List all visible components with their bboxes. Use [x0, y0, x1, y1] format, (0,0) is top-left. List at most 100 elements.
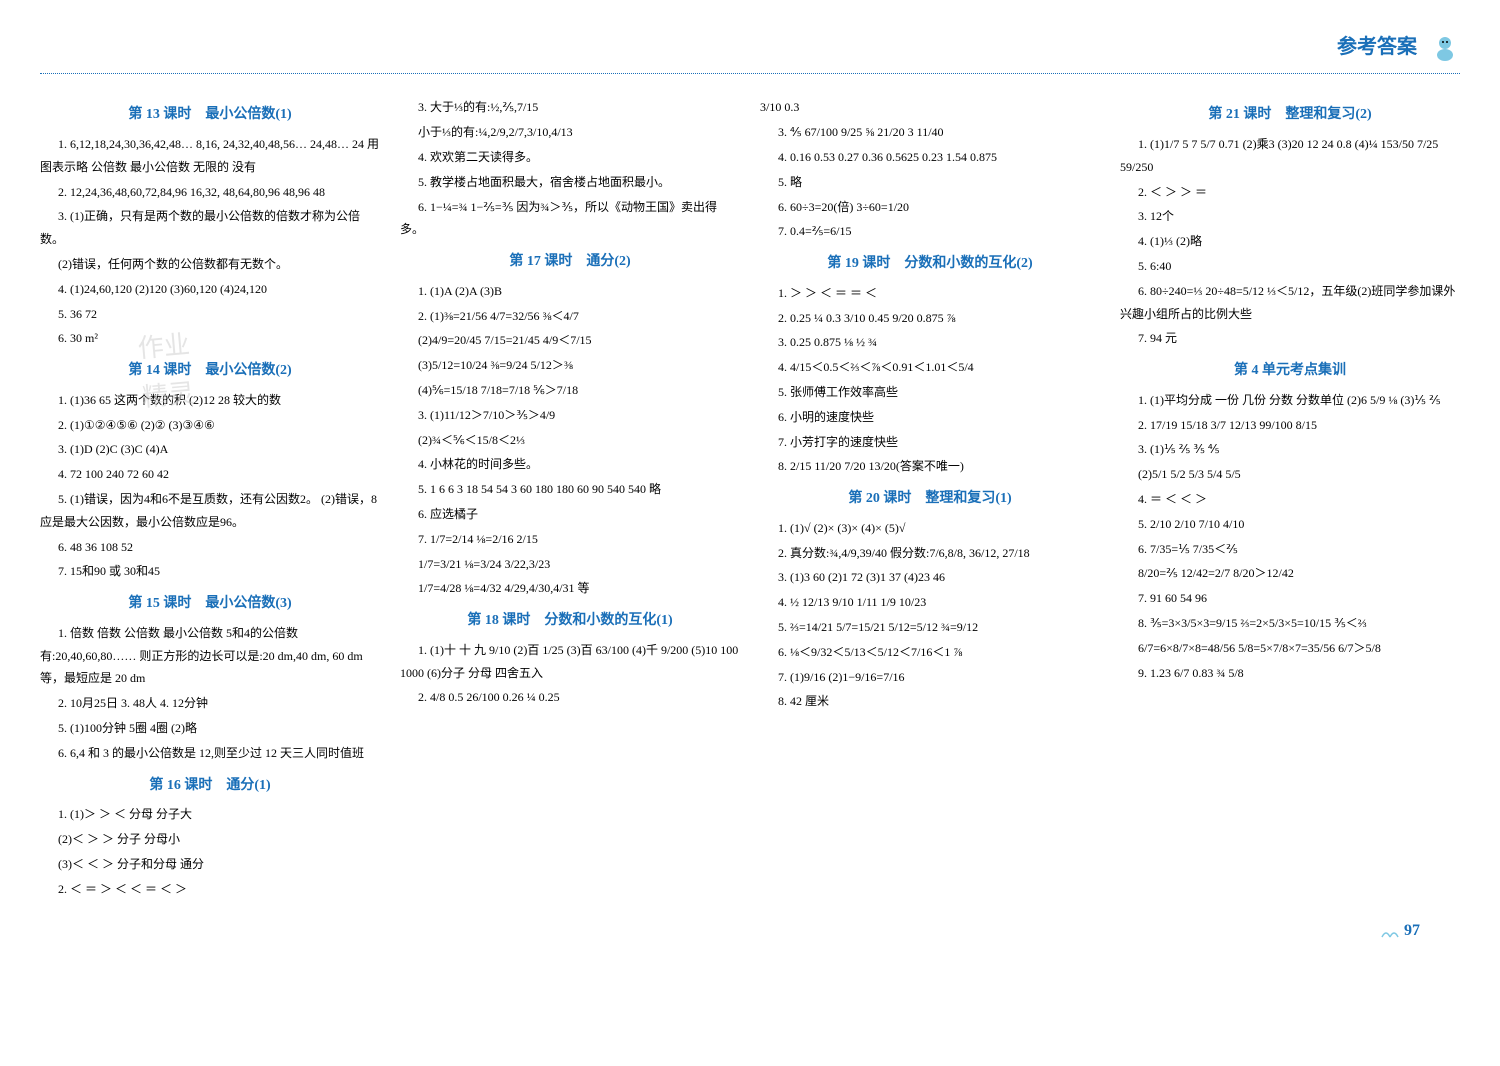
- text-line: 4. 小林花的时间多些。: [400, 453, 740, 476]
- text-line: 3. 大于⅓的有:½,⅖,7/15: [400, 96, 740, 119]
- text-line: 6. 1−¼=¾ 1−⅖=⅗ 因为¾＞⅗，所以《动物王国》卖出得多。: [400, 196, 740, 242]
- text-line: 2. 17/19 15/18 3/7 12/13 99/100 8/15: [1120, 414, 1460, 437]
- text-line: (3)5/12=10/24 ⅜=9/24 5/12＞⅜: [400, 354, 740, 377]
- section-19-title: 第 19 课时 分数和小数的互化(2): [760, 251, 1100, 278]
- text-line: 5. 2/10 2/10 7/10 4/10: [1120, 513, 1460, 536]
- text-line: 1/7=3/21 ⅛=3/24 3/22,3/23: [400, 553, 740, 576]
- page-number-text: 97: [1404, 922, 1420, 939]
- text-line: 4. 72 100 240 72 60 42: [40, 463, 380, 486]
- section-15-title: 第 15 课时 最小公倍数(3): [40, 591, 380, 618]
- text-line: 2. 10月25日 3. 48人 4. 12分钟: [40, 692, 380, 715]
- text-line: 8. 42 厘米: [760, 690, 1100, 713]
- page-decoration-icon: [1380, 925, 1400, 939]
- text-line: 5. (1)100分钟 5圈 4圈 (2)略: [40, 717, 380, 740]
- text-line: (3)＜ ＜ ＞ 分子和分母 通分: [40, 853, 380, 876]
- text-line: 5. 6:40: [1120, 255, 1460, 278]
- text-line: 5. (1)错误，因为4和6不是互质数，还有公因数2。 (2)错误，8应是最大公…: [40, 488, 380, 534]
- text-line: 6. 80÷240=⅓ 20÷48=5/12 ⅓＜5/12，五年级(2)班同学参…: [1120, 280, 1460, 326]
- text-line: 4. ＝ ＜ ＜ ＞: [1120, 488, 1460, 511]
- mascot-icon: [1430, 33, 1460, 63]
- text-line: 3. (1)3 60 (2)1 72 (3)1 37 (4)23 46: [760, 566, 1100, 589]
- text-line: (2)4/9=20/45 7/15=21/45 4/9＜7/15: [400, 329, 740, 352]
- text-line: 7. 15和90 或 30和45: [40, 560, 380, 583]
- text-line: 2. (1)⅜=21/56 4/7=32/56 ⅜＜4/7: [400, 305, 740, 328]
- section-unit4-title: 第 4 单元考点集训: [1120, 358, 1460, 385]
- text-line: 6/7=6×8/7×8=48/56 5/8=5×7/8×7=35/56 6/7＞…: [1120, 637, 1460, 660]
- text-line: 4. (1)⅓ (2)略: [1120, 230, 1460, 253]
- section-17-title: 第 17 课时 通分(2): [400, 249, 740, 276]
- text-line: 6. 30 m²: [40, 327, 380, 350]
- page-header: 参考答案: [40, 30, 1460, 74]
- text-line: 1. (1)√ (2)× (3)× (4)× (5)√: [760, 517, 1100, 540]
- text-line: 3. 12个: [1120, 205, 1460, 228]
- section-20-title: 第 20 课时 整理和复习(1): [760, 486, 1100, 513]
- text-line: 6. 7/35=⅕ 7/35＜⅖: [1120, 538, 1460, 561]
- section-21-title: 第 21 课时 整理和复习(2): [1120, 102, 1460, 129]
- text-line: 6. 应选橘子: [400, 503, 740, 526]
- text-line: 1. (1)平均分成 一份 几份 分数 分数单位 (2)6 5/9 ⅛ (3)⅕…: [1120, 389, 1460, 412]
- column-3: 3/10 0.3 3. ⅘ 67/100 9/25 ⅝ 21/20 3 11/4…: [760, 94, 1100, 902]
- text-line: 8. ⅗=3×3/5×3=9/15 ⅔=2×5/3×5=10/15 ⅗＜⅔: [1120, 612, 1460, 635]
- text-line: (2)错误，任何两个数的公倍数都有无数个。: [40, 253, 380, 276]
- text-line: 4. ½ 12/13 9/10 1/11 1/9 10/23: [760, 591, 1100, 614]
- text-line: 4. 0.16 0.53 0.27 0.36 0.5625 0.23 1.54 …: [760, 146, 1100, 169]
- text-line: (2)¾＜⅚＜15/8＜2⅓: [400, 429, 740, 452]
- text-line: 2. 4/8 0.5 26/100 0.26 ¼ 0.25: [400, 686, 740, 709]
- section-14-title: 第 14 课时 最小公倍数(2): [40, 358, 380, 385]
- text-line: 1. (1)36 65 这两个数的积 (2)12 28 较大的数: [40, 389, 380, 412]
- text-line: 4. (1)24,60,120 (2)120 (3)60,120 (4)24,1…: [40, 278, 380, 301]
- text-line: 3. (1)⅕ ⅖ ⅗ ⅘: [1120, 438, 1460, 461]
- text-line: 5. 张师傅工作效率高些: [760, 381, 1100, 404]
- text-line: 7. 小芳打字的速度快些: [760, 431, 1100, 454]
- text-line: 8. 2/15 11/20 7/20 13/20(答案不唯一): [760, 455, 1100, 478]
- text-line: 6. 48 36 108 52: [40, 536, 380, 559]
- text-line: 1. (1)＞ ＞ ＜ 分母 分子大: [40, 803, 380, 826]
- text-line: 6. 60÷3=20(倍) 3÷60=1/20: [760, 196, 1100, 219]
- text-line: 1. ＞ ＞ ＜ ＝ ＝ ＜: [760, 282, 1100, 305]
- text-line: 6. 6,4 和 3 的最小公倍数是 12,则至少过 12 天三人同时值班: [40, 742, 380, 765]
- section-13-title: 第 13 课时 最小公倍数(1): [40, 102, 380, 129]
- text-line: 6. ⅛＜9/32＜5/13＜5/12＜7/16＜1 ⅞: [760, 641, 1100, 664]
- text-line: 2. 0.25 ¼ 0.3 3/10 0.45 9/20 0.875 ⅞: [760, 307, 1100, 330]
- text-line: (2)＜ ＞ ＞ 分子 分母小: [40, 828, 380, 851]
- text-line: 3. ⅘ 67/100 9/25 ⅝ 21/20 3 11/40: [760, 121, 1100, 144]
- text-line: 7. 0.4=⅖=6/15: [760, 220, 1100, 243]
- text-line: 2. ＜ ＞ ＞ ＝: [1120, 181, 1460, 204]
- text-line: 9. 1.23 6/7 0.83 ¾ 5/8: [1120, 662, 1460, 685]
- text-line: 6. 小明的速度快些: [760, 406, 1100, 429]
- text-line: 4. 欢欢第二天读得多。: [400, 146, 740, 169]
- text-line: (4)⅚=15/18 7/18=7/18 ⅚＞7/18: [400, 379, 740, 402]
- section-16-title: 第 16 课时 通分(1): [40, 773, 380, 800]
- text-line: 3. 0.25 0.875 ⅛ ½ ¾: [760, 331, 1100, 354]
- text-line: 7. 1/7=2/14 ⅛=2/16 2/15: [400, 528, 740, 551]
- text-line: 1. (1)1/7 5 7 5/7 0.71 (2)乘3 (3)20 12 24…: [1120, 133, 1460, 179]
- text-line: 2. 真分数:¾,4/9,39/40 假分数:7/6,8/8, 36/12, 2…: [760, 542, 1100, 565]
- text-line: 3. (1)正确，只有是两个数的最小公倍数的倍数才称为公倍数。: [40, 205, 380, 251]
- text-line: (2)5/1 5/2 5/3 5/4 5/5: [1120, 463, 1460, 486]
- text-line: 小于⅓的有:¼,2/9,2/7,3/10,4/13: [400, 121, 740, 144]
- text-line: 2. 12,24,36,48,60,72,84,96 16,32, 48,64,…: [40, 181, 380, 204]
- text-line: 2. ＜ ＝ ＞ ＜ ＜ ＝ ＜ ＞: [40, 878, 380, 901]
- header-title: 参考答案: [1337, 36, 1417, 58]
- text-line: 1. 倍数 倍数 公倍数 最小公倍数 5和4的公倍数有:20,40,60,80……: [40, 622, 380, 690]
- text-line: 5. 36 72: [40, 303, 380, 326]
- text-line: 7. 94 元: [1120, 327, 1460, 350]
- page-number: 97: [40, 922, 1460, 940]
- text-line: 3. (1)11/12＞7/10＞⅗＞4/9: [400, 404, 740, 427]
- text-line: 1/7=4/28 ⅛=4/32 4/29,4/30,4/31 等: [400, 577, 740, 600]
- column-1: 第 13 课时 最小公倍数(1) 1. 6,12,18,24,30,36,42,…: [40, 94, 380, 902]
- text-line: 1. 6,12,18,24,30,36,42,48… 8,16, 24,32,4…: [40, 133, 380, 179]
- text-line: 4. 4/15＜0.5＜⅔＜⅞＜0.91＜1.01＜5/4: [760, 356, 1100, 379]
- text-line: 8/20=⅖ 12/42=2/7 8/20＞12/42: [1120, 562, 1460, 585]
- column-2: 3. 大于⅓的有:½,⅖,7/15 小于⅓的有:¼,2/9,2/7,3/10,4…: [400, 94, 740, 902]
- section-18-title: 第 18 课时 分数和小数的互化(1): [400, 608, 740, 635]
- text-line: 1. (1)十 十 九 9/10 (2)百 1/25 (3)百 63/100 (…: [400, 639, 740, 685]
- text-line: 7. 91 60 54 96: [1120, 587, 1460, 610]
- column-4: 第 21 课时 整理和复习(2) 1. (1)1/7 5 7 5/7 0.71 …: [1120, 94, 1460, 902]
- text-line: 3/10 0.3: [760, 96, 1100, 119]
- text-line: 7. (1)9/16 (2)1−9/16=7/16: [760, 666, 1100, 689]
- text-line: 5. 教学楼占地面积最大，宿舍楼占地面积最小。: [400, 171, 740, 194]
- text-line: 1. (1)A (2)A (3)B: [400, 280, 740, 303]
- content-columns: 第 13 课时 最小公倍数(1) 1. 6,12,18,24,30,36,42,…: [40, 94, 1460, 902]
- text-line: 5. 1 6 6 3 18 54 54 3 60 180 180 60 90 5…: [400, 478, 740, 501]
